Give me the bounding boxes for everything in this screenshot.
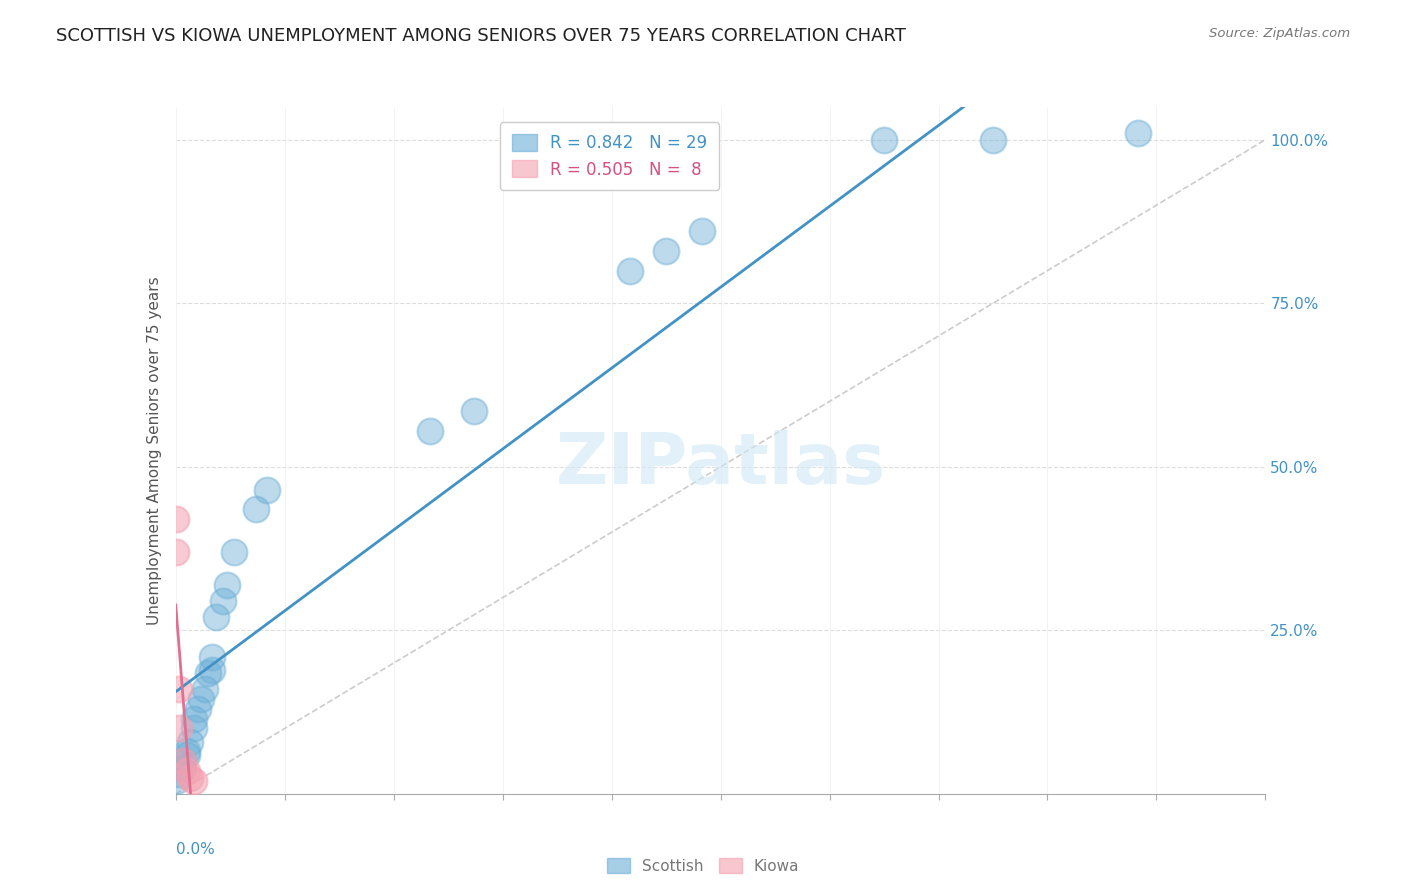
Legend: Scottish, Kiowa: Scottish, Kiowa: [600, 852, 806, 880]
Point: [172, 754, 194, 768]
Point: [176, 744, 198, 758]
Point: [172, 754, 194, 768]
Point: [169, 722, 191, 736]
Text: 0.0%: 0.0%: [176, 842, 215, 857]
Point: [245, 502, 267, 516]
Point: [190, 692, 212, 706]
Point: [169, 682, 191, 697]
Point: [201, 663, 224, 677]
Point: [197, 665, 219, 680]
Point: [172, 761, 194, 775]
Point: [419, 424, 441, 438]
Point: [222, 545, 245, 559]
Point: [873, 133, 896, 147]
Point: [176, 764, 198, 778]
Point: [183, 773, 205, 788]
Point: [655, 244, 678, 258]
Point: [619, 263, 641, 277]
Point: [194, 682, 217, 697]
Point: [183, 722, 205, 736]
Point: [204, 610, 226, 624]
Point: [165, 545, 187, 559]
Point: [169, 767, 191, 781]
Point: [201, 649, 224, 664]
Point: [256, 483, 278, 497]
Point: [463, 404, 485, 418]
Legend: R = 0.842   N = 29, R = 0.505   N =  8: R = 0.842 N = 29, R = 0.505 N = 8: [501, 122, 718, 190]
Point: [981, 133, 1004, 147]
Text: Source: ZipAtlas.com: Source: ZipAtlas.com: [1209, 27, 1350, 40]
Point: [692, 224, 714, 238]
Point: [183, 712, 205, 726]
Text: SCOTTISH VS KIOWA UNEMPLOYMENT AMONG SENIORS OVER 75 YEARS CORRELATION CHART: SCOTTISH VS KIOWA UNEMPLOYMENT AMONG SEN…: [56, 27, 905, 45]
Point: [179, 734, 201, 748]
Point: [165, 512, 187, 526]
Point: [1128, 126, 1150, 140]
Point: [165, 773, 187, 788]
Point: [176, 747, 198, 762]
Y-axis label: Unemployment Among Seniors over 75 years: Unemployment Among Seniors over 75 years: [146, 277, 162, 624]
Text: ZIPatlas: ZIPatlas: [555, 430, 886, 499]
Point: [186, 702, 209, 716]
Point: [212, 594, 235, 608]
Point: [215, 577, 238, 591]
Point: [179, 771, 201, 785]
